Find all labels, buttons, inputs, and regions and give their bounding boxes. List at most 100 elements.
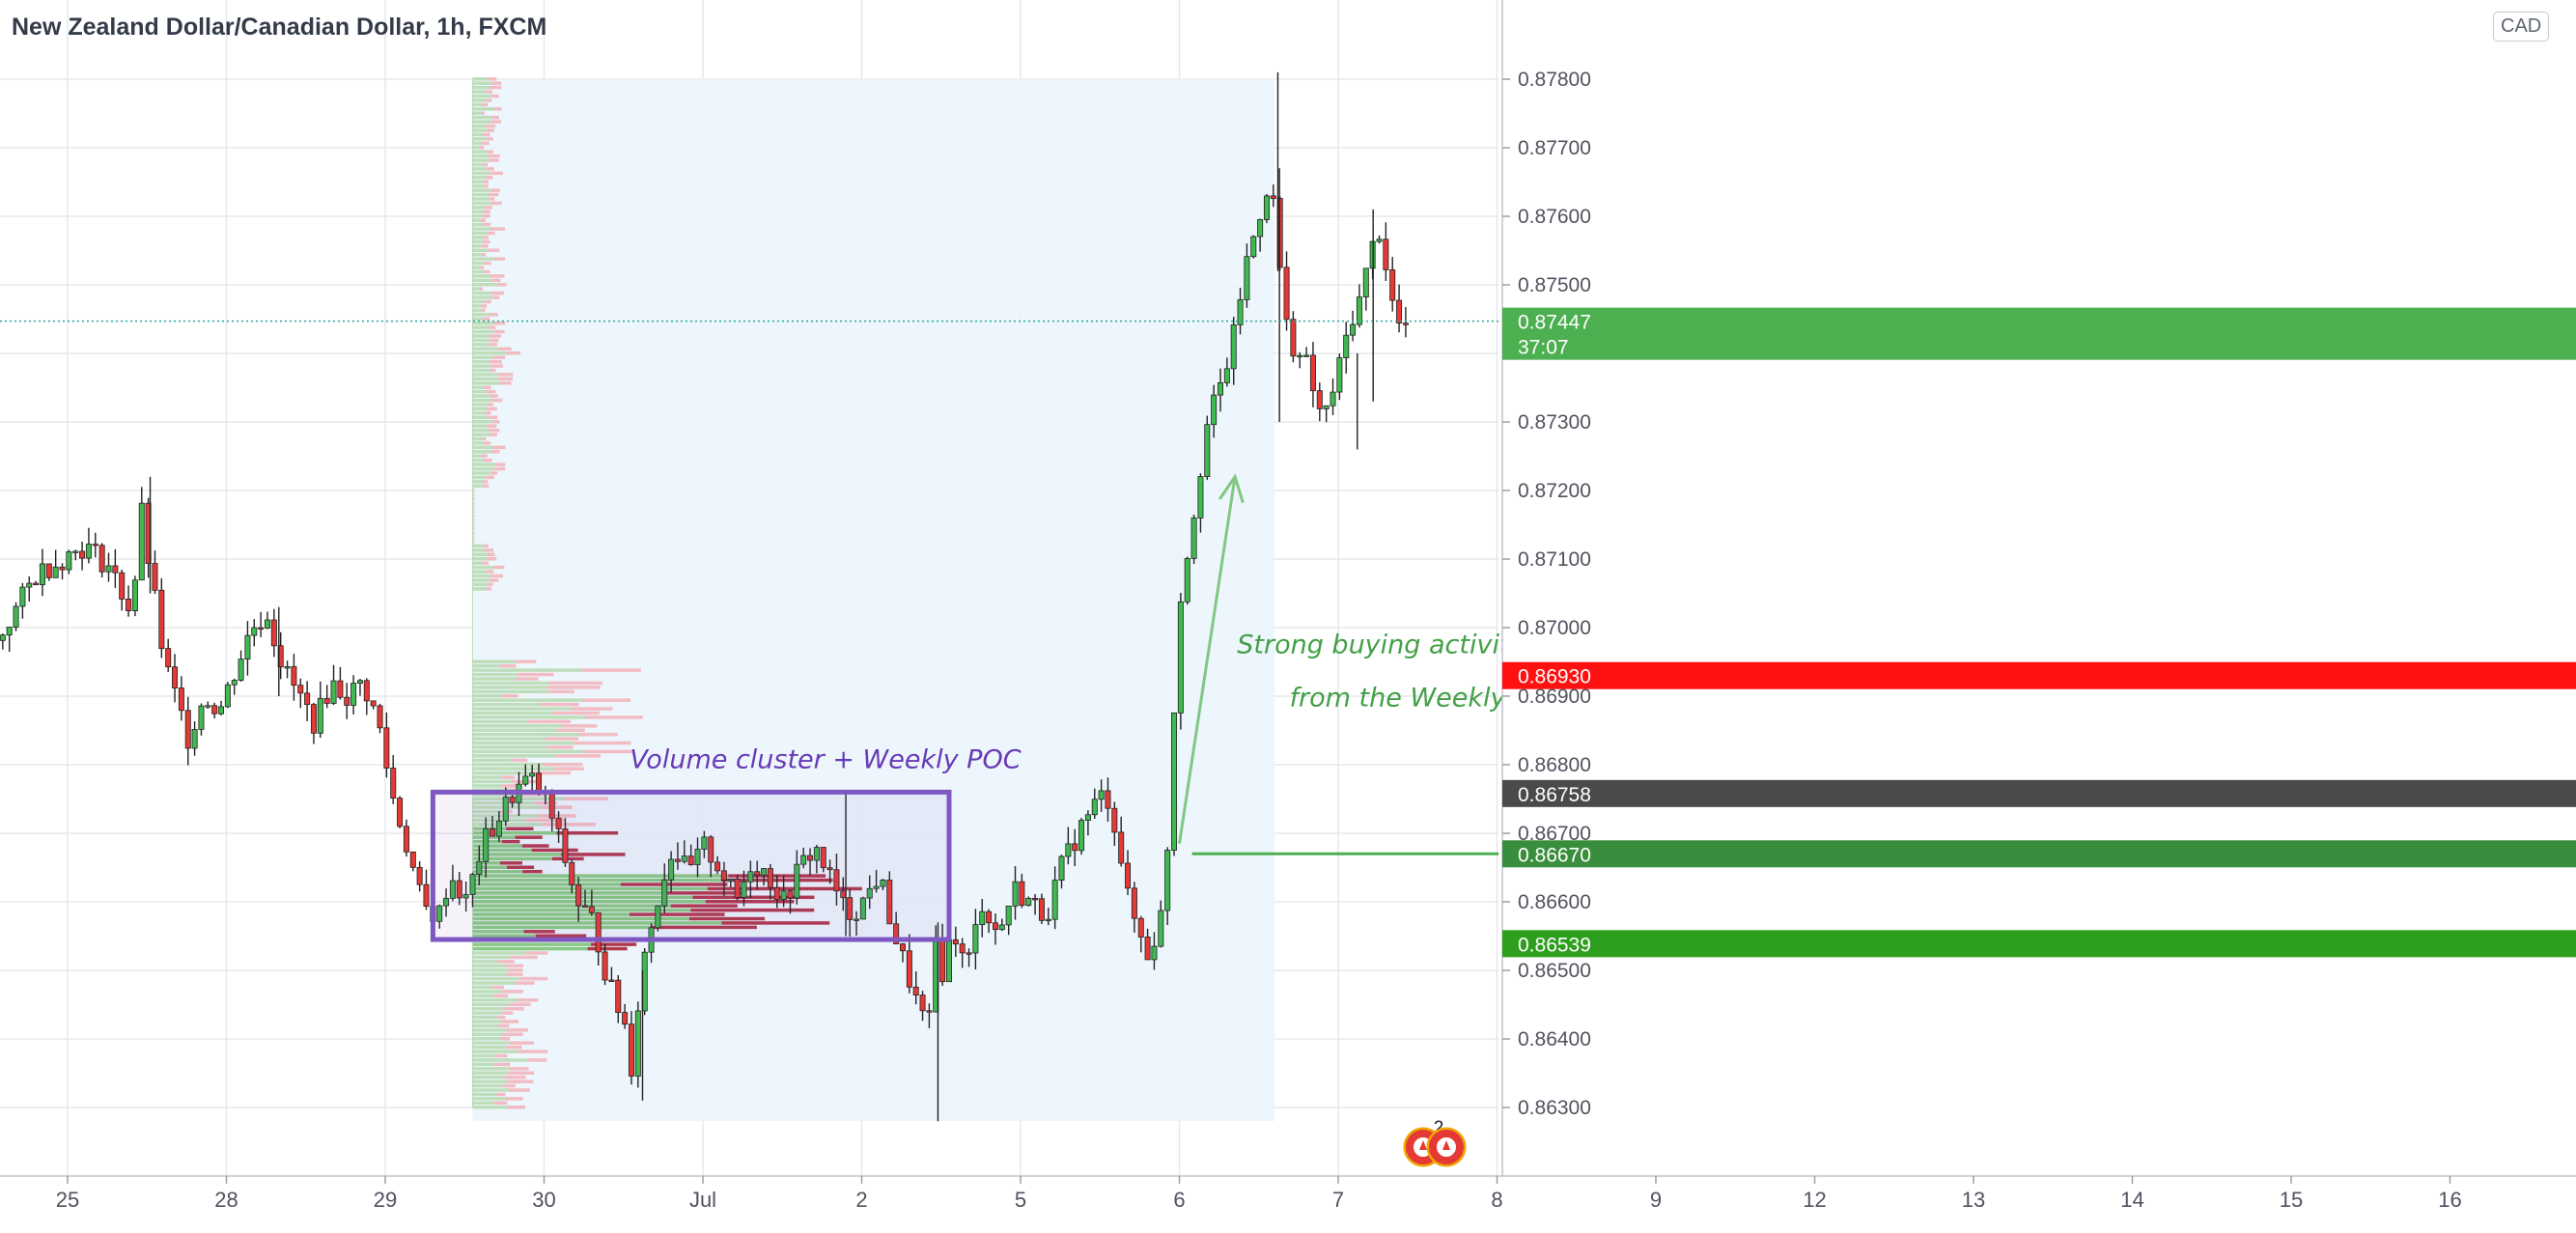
volume-bar-down <box>489 192 499 197</box>
volume-bar-down <box>501 775 516 779</box>
candle-up <box>264 619 270 629</box>
price-tick-label: 0.86900 <box>1518 686 1591 708</box>
volume-bar-up <box>472 779 512 784</box>
volume-bar-up <box>472 394 490 398</box>
candle-up <box>1190 518 1197 559</box>
volume-bar-down <box>498 377 514 381</box>
volume-bar-down <box>487 77 497 81</box>
volume-bar-down <box>582 749 634 754</box>
event-marker[interactable] <box>1426 1127 1467 1167</box>
candle-up <box>85 544 92 559</box>
volume-bar-up <box>472 1045 506 1050</box>
volume-bar-down <box>489 578 499 582</box>
volume-bar-down <box>504 964 524 968</box>
volume-bar-up <box>472 1058 528 1062</box>
volume-bar-up <box>472 389 487 394</box>
candle-up <box>1197 476 1204 518</box>
volume-bar-up <box>472 1083 503 1088</box>
time-axis[interactable] <box>0 1176 2576 1228</box>
candle-up <box>1045 918 1051 922</box>
volume-bar-down <box>495 462 506 466</box>
candle-down <box>1402 322 1409 325</box>
volume-bar-up <box>472 162 484 167</box>
volume-bar-up <box>472 912 630 916</box>
volume-bar-up <box>472 968 509 972</box>
volume-bar-down <box>527 719 572 724</box>
time-tick-label: 6 <box>1173 1188 1185 1212</box>
candle-up <box>873 885 880 889</box>
candle-up <box>443 897 450 907</box>
candle-up <box>1343 334 1350 358</box>
volume-bar-up <box>472 347 498 351</box>
volume-bar-down <box>573 741 631 745</box>
volume-bar-up <box>472 1062 494 1067</box>
volume-bar-up <box>472 745 547 749</box>
candle-down <box>403 826 409 853</box>
candle-up <box>436 905 443 922</box>
volume-bar-up <box>472 132 483 137</box>
candle-up <box>205 705 211 708</box>
volume-bar-down <box>523 930 555 934</box>
candle-up <box>224 684 231 708</box>
volume-bar-down <box>690 908 815 912</box>
volume-bar-up <box>472 1032 503 1037</box>
price-label-value: 0.87447 <box>1518 312 1591 334</box>
volume-bar-down <box>491 94 499 98</box>
time-tick-label: 15 <box>2280 1188 2303 1212</box>
price-label-box <box>1502 930 2576 958</box>
volume-bar-down <box>490 120 502 124</box>
candle-up <box>655 905 661 929</box>
volume-bar-down <box>506 827 534 831</box>
volume-bar-down <box>481 308 486 313</box>
buying-arrow[interactable] <box>1178 473 1245 844</box>
volume-bar-down <box>490 574 504 578</box>
candle-up <box>1362 267 1369 297</box>
time-tick-label: Jul <box>689 1188 716 1212</box>
candle-down <box>536 772 543 794</box>
volume-bar-down <box>492 420 500 424</box>
volume-bar-up <box>472 737 546 741</box>
volume-bar-down <box>491 398 503 403</box>
candle-up <box>741 881 747 898</box>
price-label-box <box>1502 661 2576 689</box>
volume-cluster-rectangle[interactable] <box>430 789 952 942</box>
volume-bar-down <box>488 325 496 329</box>
volume-bar-up <box>472 865 507 869</box>
candle-down <box>158 589 165 649</box>
volume-bar-up <box>472 338 490 343</box>
volume-bar-down <box>505 1097 523 1101</box>
candle-down <box>952 939 959 945</box>
price-axis[interactable] <box>1502 0 2576 1176</box>
candle-down <box>119 572 126 600</box>
volume-bar-down <box>509 1067 529 1071</box>
volume-bar-up <box>472 874 729 878</box>
volume-bar-down <box>489 85 502 90</box>
volume-bar-up <box>472 424 487 428</box>
volume-bar-up <box>472 94 492 98</box>
volume-bar-down <box>491 81 502 85</box>
volume-bar-up <box>472 702 541 707</box>
volume-bar-down <box>491 201 502 206</box>
volume-bar-up <box>472 976 519 981</box>
volume-bar-up <box>472 672 518 677</box>
candle-down <box>178 687 184 712</box>
volume-bar-up <box>472 1075 505 1079</box>
volume-bar-down <box>481 111 485 115</box>
symbol-title[interactable]: New Zealand Dollar/Canadian Dollar, 1h, … <box>12 14 547 41</box>
volume-bar-down <box>490 188 500 192</box>
volume-bar-down <box>522 869 543 874</box>
candle-up <box>800 855 807 865</box>
currency-button[interactable]: CAD <box>2493 12 2550 42</box>
volume-bar-down <box>663 891 743 895</box>
volume-bar-up <box>472 492 474 496</box>
candle-up <box>1184 558 1190 602</box>
price-tick-label: 0.87500 <box>1518 274 1591 296</box>
volume-bar-down <box>540 702 579 707</box>
volume-bar-up <box>472 231 488 236</box>
volume-bar-down <box>492 295 500 299</box>
candle-down <box>986 911 993 924</box>
candle-down <box>787 890 794 899</box>
volume-bar-down <box>473 518 475 522</box>
